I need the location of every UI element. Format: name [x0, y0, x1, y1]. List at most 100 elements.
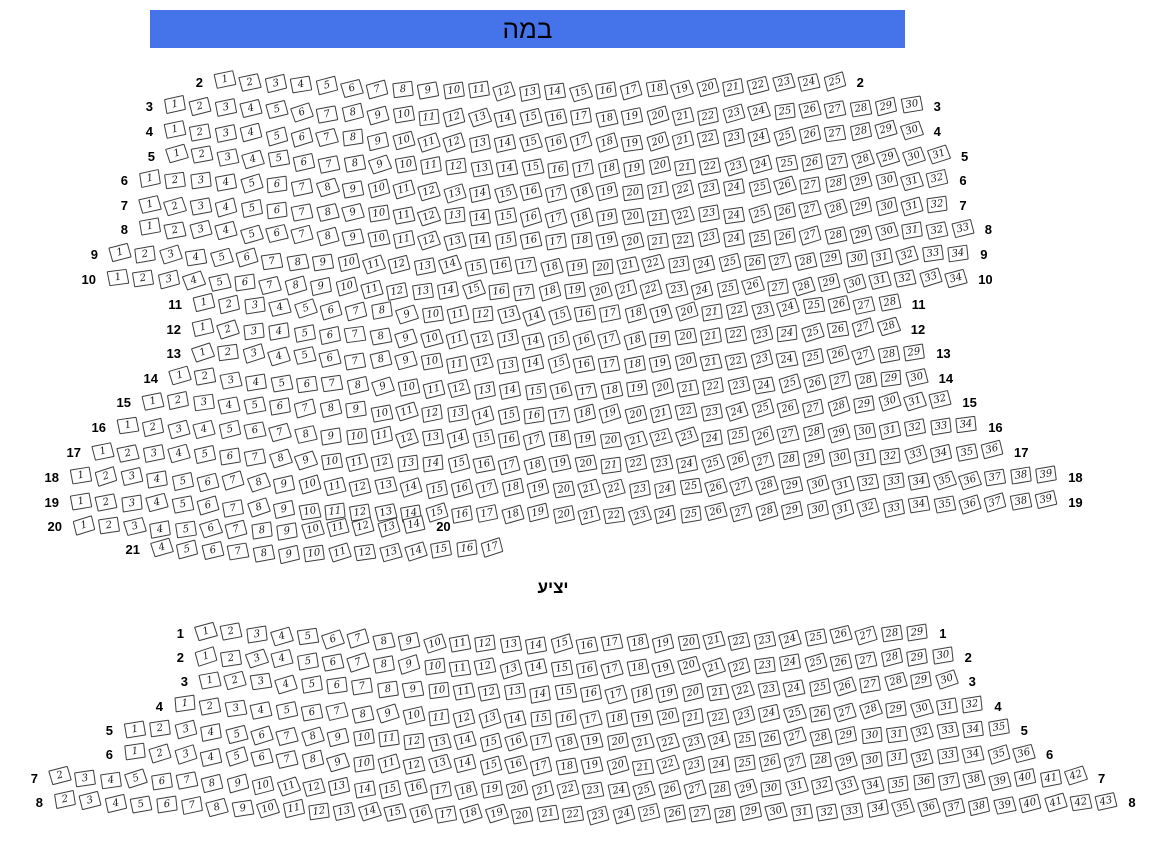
seat-main-row9-23[interactable]: 23: [668, 255, 690, 274]
seat-balcony-row7-35[interactable]: 35: [887, 775, 909, 795]
seat-balcony-row1-12[interactable]: 12: [474, 634, 497, 653]
seat-main-row9-33[interactable]: 33: [921, 244, 944, 263]
seat-main-row17-34[interactable]: 34: [929, 443, 953, 464]
seat-main-row9-9[interactable]: 9: [312, 253, 335, 272]
seat-balcony-row4-10[interactable]: 10: [402, 706, 426, 726]
seat-main-row10-10[interactable]: 10: [335, 276, 358, 298]
seat-balcony-row1-23[interactable]: 23: [753, 631, 777, 651]
seat-main-row13-17[interactable]: 17: [598, 355, 621, 374]
seat-balcony-row8-4[interactable]: 4: [104, 793, 128, 814]
seat-main-row7-19[interactable]: 19: [596, 207, 619, 227]
seat-main-row5-27[interactable]: 27: [826, 152, 849, 170]
seat-main-row4-20[interactable]: 20: [645, 130, 670, 152]
seat-main-row15-12[interactable]: 12: [421, 404, 444, 423]
seat-main-row3-6[interactable]: 6: [290, 102, 314, 124]
seat-balcony-row1-26[interactable]: 26: [829, 625, 853, 645]
seat-main-row4-4[interactable]: 4: [239, 122, 263, 143]
seat-main-row15-15[interactable]: 15: [497, 405, 520, 425]
seat-main-row9-26[interactable]: 26: [744, 253, 766, 272]
seat-main-row11-24[interactable]: 24: [776, 297, 801, 318]
seat-balcony-row3-16[interactable]: 16: [579, 684, 603, 703]
seat-main-row11-8[interactable]: 8: [370, 301, 393, 321]
seat-main-row13-7[interactable]: 7: [344, 352, 367, 371]
seat-main-row19-3[interactable]: 3: [121, 494, 143, 513]
seat-main-row2-24[interactable]: 24: [797, 72, 821, 92]
seat-main-row13-19[interactable]: 19: [648, 353, 672, 373]
seat-main-row5-23[interactable]: 23: [724, 155, 748, 177]
seat-main-row5-17[interactable]: 17: [572, 158, 595, 178]
seat-balcony-row6-19[interactable]: 19: [580, 756, 604, 776]
seat-balcony-row7-4[interactable]: 4: [99, 771, 122, 789]
seat-main-row12-21[interactable]: 21: [700, 326, 722, 346]
seat-balcony-row3-2[interactable]: 2: [223, 671, 248, 691]
seat-balcony-row8-8[interactable]: 8: [205, 797, 230, 818]
seat-balcony-row5-29[interactable]: 29: [835, 726, 858, 746]
seat-balcony-row5-12[interactable]: 12: [403, 732, 426, 751]
seat-main-row9-20[interactable]: 20: [592, 258, 614, 277]
seat-main-row19-31[interactable]: 31: [831, 498, 855, 520]
seat-balcony-row3-27[interactable]: 27: [859, 675, 882, 694]
seat-main-row18-25[interactable]: 25: [679, 478, 702, 496]
seat-main-row10-28[interactable]: 28: [791, 276, 816, 297]
seat-main-row8-13[interactable]: 13: [443, 231, 467, 251]
seat-main-row10-24[interactable]: 24: [690, 280, 714, 301]
seat-balcony-row6-16[interactable]: 16: [503, 755, 529, 775]
seat-main-row12-10[interactable]: 10: [419, 329, 444, 349]
seat-main-row7-29[interactable]: 29: [850, 196, 873, 217]
seat-balcony-row6-2[interactable]: 2: [148, 743, 173, 764]
seat-balcony-row3-7[interactable]: 7: [351, 677, 374, 696]
seat-main-row7-14[interactable]: 14: [469, 208, 492, 227]
seat-main-row4-10[interactable]: 10: [391, 131, 416, 151]
seat-main-row13-4[interactable]: 4: [267, 346, 292, 367]
seat-main-row6-4[interactable]: 4: [215, 173, 238, 193]
seat-balcony-row3-13[interactable]: 13: [503, 682, 526, 701]
seat-main-row10-7[interactable]: 7: [258, 275, 283, 296]
seat-main-row17-17[interactable]: 17: [497, 455, 521, 476]
seat-main-row8-4[interactable]: 4: [214, 220, 238, 241]
seat-main-row6-24[interactable]: 24: [723, 178, 746, 197]
seat-balcony-row5-14[interactable]: 14: [453, 731, 478, 751]
seat-balcony-row8-19[interactable]: 19: [484, 803, 509, 824]
seat-main-row16-29[interactable]: 29: [827, 423, 851, 444]
seat-main-row12-13[interactable]: 13: [496, 328, 519, 349]
seat-main-row18-3[interactable]: 3: [120, 466, 144, 487]
seat-balcony-row2-28[interactable]: 28: [880, 648, 903, 668]
seat-main-row10-27[interactable]: 27: [767, 278, 790, 297]
seat-main-row16-34[interactable]: 34: [955, 415, 977, 433]
seat-main-row21-12[interactable]: 12: [353, 543, 377, 561]
seat-main-row8-12[interactable]: 12: [417, 230, 442, 251]
seat-balcony-row5-21[interactable]: 21: [631, 733, 655, 753]
seat-main-row3-19[interactable]: 19: [620, 107, 644, 126]
seat-main-row16-30[interactable]: 30: [853, 422, 876, 441]
seat-main-row12-4[interactable]: 4: [268, 322, 290, 342]
seat-main-row8-21[interactable]: 21: [647, 232, 669, 251]
seat-main-row15-25[interactable]: 25: [751, 398, 775, 419]
seat-main-row2-21[interactable]: 21: [722, 77, 744, 97]
seat-main-row9-2[interactable]: 2: [134, 245, 157, 264]
seat-main-row8-20[interactable]: 20: [621, 232, 645, 251]
seat-main-row19-24[interactable]: 24: [654, 504, 677, 524]
seat-balcony-row2-15[interactable]: 15: [550, 659, 573, 678]
seat-main-row11-23[interactable]: 23: [750, 301, 775, 321]
seat-main-row10-9[interactable]: 9: [310, 276, 333, 296]
seat-main-row2-10[interactable]: 10: [442, 81, 465, 100]
seat-main-row14-13[interactable]: 13: [473, 380, 496, 400]
seat-main-row11-12[interactable]: 12: [472, 305, 494, 324]
seat-main-row4-19[interactable]: 19: [620, 134, 644, 152]
seat-main-row10-30[interactable]: 30: [842, 273, 867, 295]
seat-main-row13-14[interactable]: 14: [521, 353, 545, 373]
seat-main-row14-23[interactable]: 23: [727, 375, 751, 396]
seat-main-row19-33[interactable]: 33: [882, 499, 905, 519]
seat-main-row14-5[interactable]: 5: [270, 374, 294, 393]
seat-main-row14-27[interactable]: 27: [829, 370, 852, 391]
seat-balcony-row8-14[interactable]: 14: [357, 801, 382, 822]
seat-balcony-row5-20[interactable]: 20: [606, 732, 629, 752]
seat-main-row17-20[interactable]: 20: [574, 454, 598, 473]
seat-main-row7-27[interactable]: 27: [798, 199, 823, 219]
seat-balcony-row5-25[interactable]: 25: [733, 730, 756, 749]
seat-main-row6-12[interactable]: 12: [417, 181, 442, 202]
seat-balcony-row4-1[interactable]: 1: [174, 694, 196, 713]
seat-balcony-row4-14[interactable]: 14: [503, 709, 527, 729]
seat-main-row18-39[interactable]: 39: [1035, 465, 1058, 484]
seat-main-row15-26[interactable]: 26: [776, 398, 800, 419]
